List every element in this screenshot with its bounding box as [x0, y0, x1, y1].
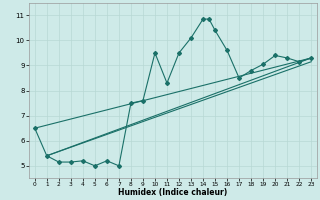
X-axis label: Humidex (Indice chaleur): Humidex (Indice chaleur)	[118, 188, 228, 197]
